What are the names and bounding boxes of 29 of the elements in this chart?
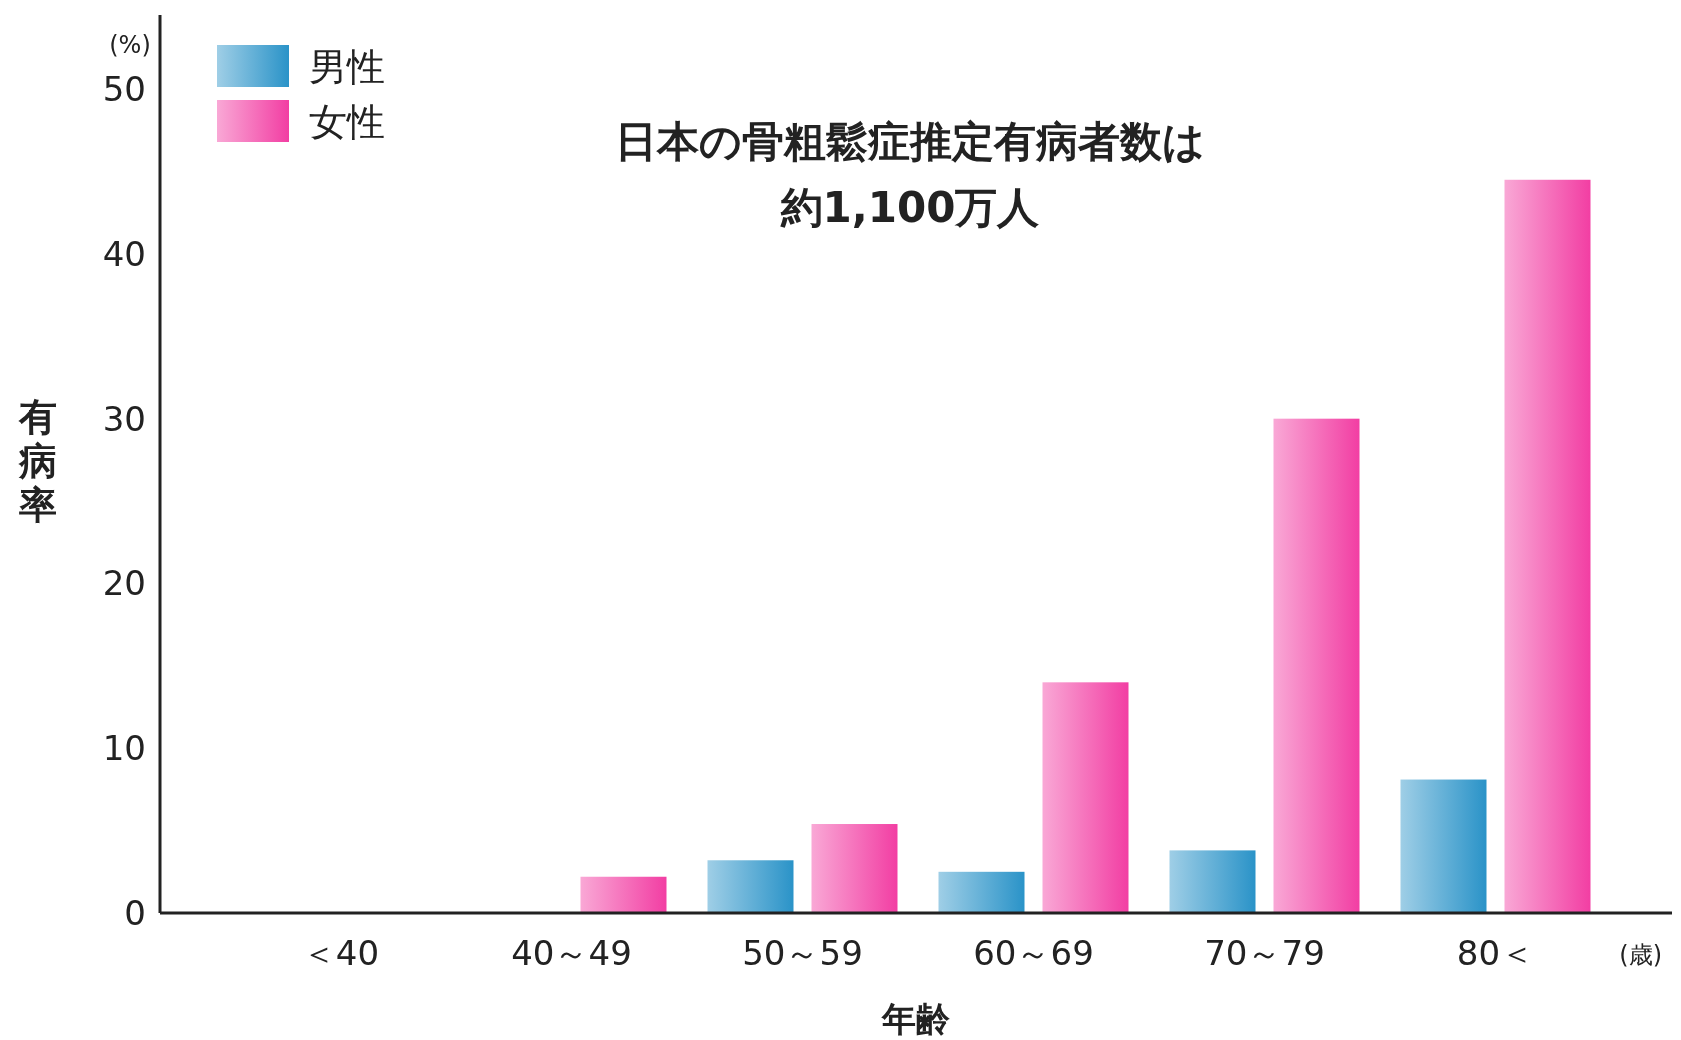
bar [1273, 418, 1360, 913]
text: 約1,100万人 [779, 183, 1040, 232]
bar [707, 860, 794, 913]
x-tick-label: 60～69 [973, 933, 1094, 973]
y-tick-label: 50 [102, 69, 146, 110]
x-tick-label: ＜40 [301, 933, 380, 973]
x-axis-title: 年齢 [881, 999, 950, 1039]
y-tick-label: 10 [102, 728, 146, 769]
bar [1400, 779, 1487, 913]
bar [1042, 682, 1129, 913]
bar [1169, 850, 1256, 913]
y-axis-title: 有病率 [18, 394, 57, 527]
bar [580, 876, 667, 913]
x-tick-label: 70～79 [1204, 933, 1325, 973]
x-tick-label: 40～49 [511, 933, 632, 973]
y-tick-label: 30 [102, 398, 146, 439]
bar [811, 824, 898, 913]
y-tick-label: 20 [102, 563, 146, 604]
text: (%) [109, 31, 151, 59]
bar [938, 871, 1025, 913]
y-tick-label: 40 [102, 233, 146, 274]
bar [1504, 179, 1591, 913]
legend-label: 男性 [309, 45, 385, 89]
text: 日本の骨粗鬆症推定有病者数は [615, 117, 1205, 166]
x-tick-label: 50～59 [742, 933, 863, 973]
x-tick-label: 80＜ [1456, 933, 1535, 973]
text: (歳) [1619, 941, 1662, 969]
y-tick-label: 0 [124, 893, 146, 933]
legend-label: 女性 [309, 100, 385, 144]
